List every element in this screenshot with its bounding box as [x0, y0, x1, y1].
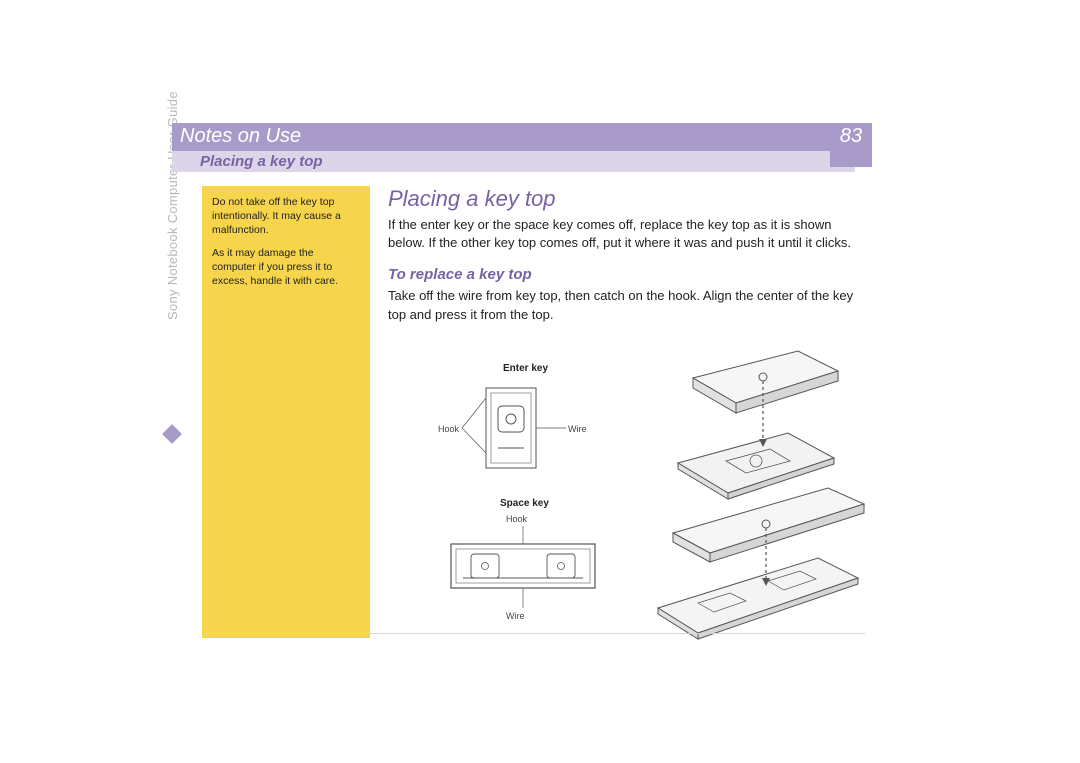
section-heading: Placing a key top [388, 186, 858, 212]
wire-label-1: Wire [568, 424, 587, 434]
enter-key-label: Enter key [503, 363, 548, 374]
space-key-mechanism-icon [443, 526, 603, 616]
hook-label-2: Hook [506, 514, 527, 524]
page-content: Notes on Use 83 Placing a key top Do not… [172, 123, 872, 638]
intro-paragraph: If the enter key or the space key comes … [388, 216, 858, 252]
instruction-paragraph: Take off the wire from key top, then cat… [388, 287, 858, 323]
enter-key-3d-icon [638, 333, 848, 508]
subsection-heading: To replace a key top [388, 266, 858, 283]
chapter-title: Notes on Use [180, 125, 301, 148]
hook-label-1: Hook [438, 424, 459, 434]
chapter-header: Notes on Use [172, 123, 872, 151]
warning-text-2: As it may damage the computer if you pre… [212, 246, 360, 289]
page-number: 83 [840, 125, 862, 148]
page-number-tab: 83 [830, 123, 872, 167]
warning-text-1: Do not take off the key top intentionall… [212, 195, 360, 238]
footer-rule [205, 633, 865, 634]
warning-note: Do not take off the key top intentionall… [202, 186, 370, 638]
figure-area: Enter key Hook Wire Space key Hook Wire [388, 338, 858, 638]
section-subheader: Placing a key top [172, 151, 855, 172]
main-column: Placing a key top If the enter key or th… [388, 186, 858, 638]
space-key-3d-icon [638, 488, 868, 648]
space-key-label: Space key [500, 498, 549, 509]
enter-key-mechanism-icon [468, 378, 568, 488]
